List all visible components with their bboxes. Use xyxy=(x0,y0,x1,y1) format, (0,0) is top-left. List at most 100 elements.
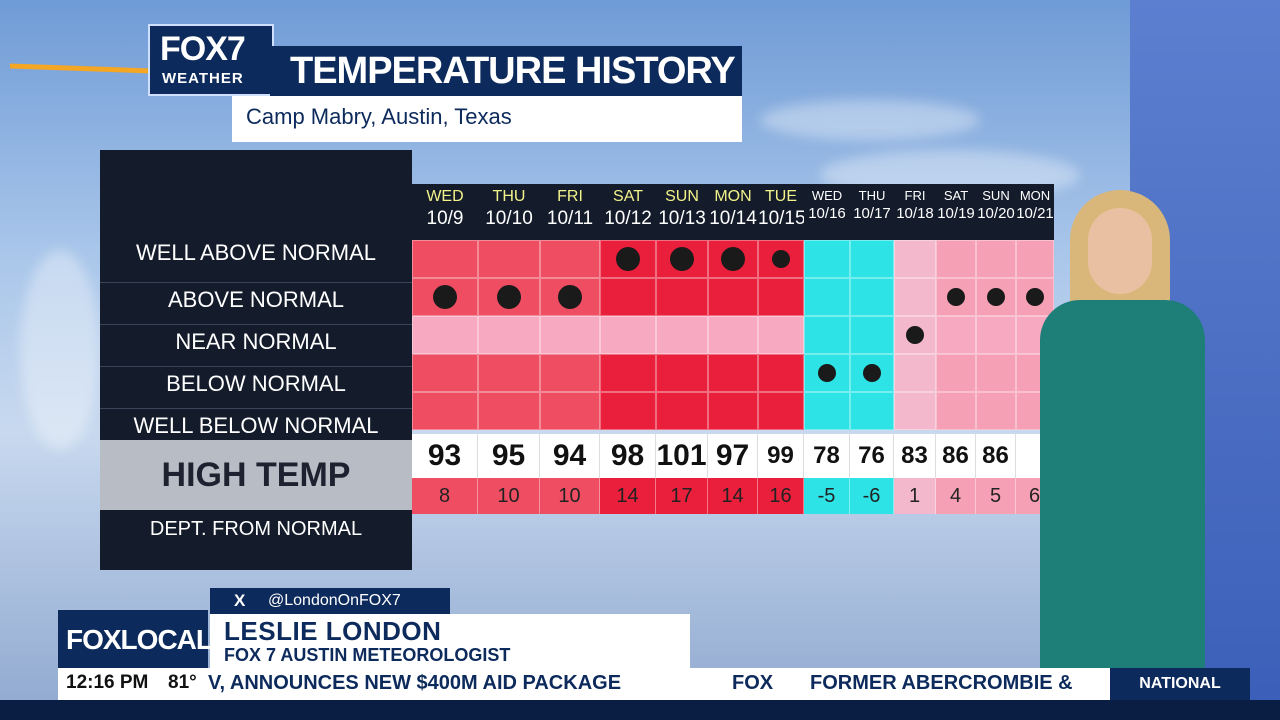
row-labels-panel: WELL ABOVE NORMAL ABOVE NORMAL NEAR NORM… xyxy=(100,150,412,570)
category-cell xyxy=(758,278,804,316)
label-above: ABOVE NORMAL xyxy=(100,282,412,313)
day-header: TUE 10/15 xyxy=(758,184,806,240)
high-temp-value: 78 xyxy=(804,434,850,478)
day-date: 10/17 xyxy=(853,205,891,222)
day-date: 10/13 xyxy=(658,208,706,229)
day-header: MON 10/21 xyxy=(1016,184,1054,240)
high-temp-value: 99 xyxy=(758,434,804,478)
day-date: 10/16 xyxy=(808,205,846,222)
category-cell xyxy=(478,392,540,430)
day-header: SUN 10/20 xyxy=(976,184,1016,240)
category-cell xyxy=(656,354,708,392)
temperature-dot xyxy=(721,247,745,271)
category-cell xyxy=(708,278,758,316)
category-cell xyxy=(412,240,478,278)
category-cell xyxy=(540,392,600,430)
category-cell xyxy=(600,316,656,354)
day-date: 10/9 xyxy=(426,208,464,229)
label-well-below: WELL BELOW NORMAL xyxy=(100,408,412,439)
category-cell xyxy=(540,354,600,392)
temperature-grid: WED 10/9 93 8 THU 10/10 95 10 FRI 10/11 94 10 SAT 10/… xyxy=(412,184,1054,524)
departure-value: 17 xyxy=(656,478,708,514)
category-cell xyxy=(894,240,936,278)
day-name: SUN xyxy=(982,188,1010,203)
temperature-dot xyxy=(616,247,640,271)
cloud-decoration xyxy=(20,250,100,450)
departure-value: 1 xyxy=(894,478,936,514)
category-cell xyxy=(412,392,478,430)
temperature-dot xyxy=(906,326,924,344)
category-cell xyxy=(656,278,708,316)
day-name: FRI xyxy=(904,188,926,203)
category-cell xyxy=(804,316,850,354)
day-header: FRI 10/18 xyxy=(894,184,936,240)
day-name: MON xyxy=(1019,188,1051,203)
category-cell xyxy=(540,240,600,278)
category-cell xyxy=(976,316,1016,354)
presenter-name: LESLIE LONDON xyxy=(224,616,442,646)
high-temp-value: 83 xyxy=(894,434,936,478)
news-ticker: 12:16 PM 81° V, ANNOUNCES NEW $400M AID … xyxy=(58,668,1110,700)
day-name: SAT xyxy=(613,188,643,205)
high-temp-value: 86 xyxy=(976,434,1016,478)
temperature-dot xyxy=(558,285,582,309)
temperature-dot xyxy=(1026,288,1044,306)
category-cell xyxy=(850,278,894,316)
presenter-face xyxy=(1088,208,1152,294)
high-temp-value: 76 xyxy=(850,434,894,478)
high-temp-value: 101 xyxy=(656,434,708,478)
category-cell xyxy=(656,392,708,430)
category-cell xyxy=(540,278,600,316)
day-name: SAT xyxy=(943,188,969,203)
high-temp-value: 86 xyxy=(936,434,976,478)
high-temp-value: 97 xyxy=(708,434,758,478)
network-name: FOXLOCAL xyxy=(66,624,213,655)
category-cell xyxy=(600,354,656,392)
category-cell xyxy=(976,392,1016,430)
category-cell xyxy=(478,240,540,278)
category-cell xyxy=(600,392,656,430)
label-high-temp: HIGH TEMP xyxy=(161,456,351,494)
category-cell xyxy=(412,354,478,392)
category-cell xyxy=(976,240,1016,278)
departure-value: 10 xyxy=(540,478,600,514)
category-cell xyxy=(804,392,850,430)
page-title: TEMPERATURE HISTORY xyxy=(290,50,736,92)
departure-value: 4 xyxy=(936,478,976,514)
day-header: THU 10/17 xyxy=(850,184,894,240)
location-subtitle: Camp Mabry, Austin, Texas xyxy=(246,104,512,129)
ticker-headline: V, ANNOUNCES NEW $400M AID PACKAGE xyxy=(208,672,622,694)
title-bar: TEMPERATURE HISTORY xyxy=(270,46,742,98)
category-cell xyxy=(936,354,976,392)
category-cell xyxy=(478,316,540,354)
departure-value: 10 xyxy=(478,478,540,514)
day-name: SUN xyxy=(665,188,699,205)
label-below: BELOW NORMAL xyxy=(100,366,412,397)
high-temp-value: 94 xyxy=(540,434,600,478)
day-header: MON 10/14 xyxy=(708,184,758,240)
category-cell xyxy=(804,278,850,316)
x-logo-icon: X xyxy=(234,591,246,610)
departure-value: -5 xyxy=(804,478,850,514)
ticker-temp: 81° xyxy=(168,672,197,693)
departure-value: 8 xyxy=(412,478,478,514)
high-temp-band xyxy=(100,440,412,510)
day-date: 10/10 xyxy=(485,208,533,229)
day-date: 10/11 xyxy=(546,208,594,229)
logo-main: FOX7 xyxy=(160,30,246,68)
day-date: 10/18 xyxy=(896,205,934,222)
presenter-role: FOX 7 AUSTIN METEOROLOGIST xyxy=(224,645,511,665)
day-date: 10/12 xyxy=(604,208,652,229)
day-name: MON xyxy=(714,188,752,205)
day-date: 10/19 xyxy=(937,205,975,222)
temperature-dot xyxy=(863,364,881,382)
category-cell xyxy=(708,392,758,430)
departure-value: 5 xyxy=(976,478,1016,514)
category-cell xyxy=(936,240,976,278)
departure-value: 14 xyxy=(708,478,758,514)
day-header: WED 10/9 xyxy=(412,184,478,240)
high-temp-value: 93 xyxy=(412,434,478,478)
day-header: SAT 10/19 xyxy=(936,184,976,240)
name-plate: LESLIE LONDON FOX 7 AUSTIN METEOROLOGIST xyxy=(210,614,690,668)
category-cell xyxy=(1016,240,1054,278)
